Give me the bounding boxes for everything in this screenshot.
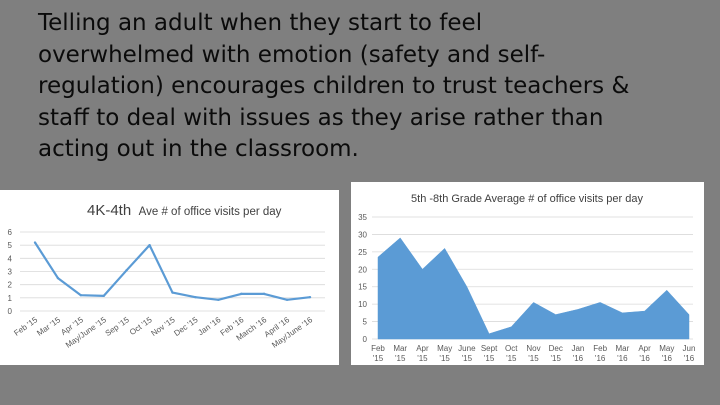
chart-panel-4k-4th: 4K-4th Ave # of office visits per day 0 1…: [0, 190, 339, 365]
x-tick-label-year: '16: [684, 354, 695, 363]
data-point: [79, 294, 83, 297]
x-tick-label-year: '15: [417, 354, 428, 363]
data-point: [33, 241, 37, 244]
y-tick-label: 20: [358, 265, 367, 274]
data-point: [148, 243, 151, 247]
x-tick-label-year: '15: [395, 354, 406, 363]
x-tick-label-month: June: [458, 344, 476, 353]
data-point: [194, 295, 197, 299]
x-tick-label-year: '16: [573, 354, 584, 363]
x-tick-label-month: Feb: [371, 344, 385, 353]
x-tick-label-month: May: [659, 344, 674, 353]
x-tick-label: Jan '16: [196, 315, 223, 337]
y-tick-label: 2: [8, 281, 13, 290]
y-tick-label: 6: [8, 228, 13, 237]
x-tick-label-year: '15: [506, 354, 517, 363]
x-tick-label-month: Jun: [683, 344, 696, 353]
y-tick-label: 0: [363, 335, 368, 344]
y-tick-label: 10: [358, 300, 367, 309]
heading-line-1: Telling an adult when they start to feel: [38, 10, 483, 36]
x-tick-label-year: '16: [662, 354, 673, 363]
slide-heading: Telling an adult when they start to feel…: [38, 8, 708, 166]
x-tick-label-month: Apr: [638, 344, 651, 353]
y-tick-label: 5: [8, 241, 13, 250]
x-tick-label: Feb '15: [12, 315, 39, 338]
x-tick-label: Oct '15: [128, 315, 154, 337]
x-tick-label-year: '15: [462, 354, 473, 363]
x-tick-label-month: Feb: [593, 344, 607, 353]
chart-title: 5th -8th Grade Average # of office visit…: [411, 193, 643, 205]
x-tick-label: Sep '15: [104, 315, 132, 338]
chart-panel-5th-8th: 5th -8th Grade Average # of office visit…: [351, 182, 704, 365]
y-tick-label: 0: [8, 307, 13, 316]
x-tick-label-month: Jan: [571, 344, 584, 353]
y-tick-label: 5: [363, 318, 368, 327]
y-tick-label: 15: [358, 283, 367, 292]
x-tick-label-month: May: [437, 344, 452, 353]
series-area: [377, 237, 690, 340]
line-chart-4k-4th: 4K-4th Ave # of office visits per day 0 1…: [8, 202, 325, 350]
heading-line-5: acting out in the classroom.: [38, 136, 359, 162]
data-point: [240, 292, 243, 296]
x-tick-label-year: '15: [439, 354, 450, 363]
data-point: [102, 294, 105, 298]
data-point: [125, 268, 128, 272]
data-point: [308, 295, 312, 299]
data-point: [56, 276, 60, 280]
y-tick-label: 1: [8, 294, 13, 303]
svg-text:4K-4th Ave # of office v: 4K-4th Ave # of office visits per day: [87, 202, 282, 219]
x-tick-label-year: '15: [528, 354, 539, 363]
y-tick-label: 4: [8, 254, 13, 263]
x-tick-label-month: Mar: [615, 344, 629, 353]
x-tick-label-year: '15: [373, 354, 384, 363]
data-point: [285, 298, 289, 302]
x-tick-label-year: '16: [639, 354, 650, 363]
x-tick-label-year: '15: [484, 354, 495, 363]
x-tick-label: Dec '15: [172, 315, 200, 338]
area-chart-5th-8th: 5th -8th Grade Average # of office visit…: [358, 193, 696, 363]
y-tick-label: 35: [358, 213, 367, 222]
data-point: [171, 291, 174, 294]
x-tick-label-month: Sept: [481, 344, 498, 353]
x-tick-label: Mar '15: [35, 315, 62, 338]
y-tick-label: 25: [358, 248, 367, 257]
chart-title-prefix: 4K-4th: [87, 202, 131, 219]
heading-line-4: staff to deal with issues as they arise …: [38, 104, 604, 131]
heading-line-3: regulation) encourages children to trust…: [38, 73, 630, 99]
x-tick-label-month: Mar: [393, 344, 407, 353]
y-tick-label: 30: [358, 230, 367, 239]
x-tick-label: Nov '15: [149, 315, 177, 338]
x-tick-label-month: Oct: [505, 344, 518, 353]
y-tick-label: 3: [8, 268, 13, 277]
x-tick-label-year: '16: [617, 354, 628, 363]
x-tick-label-month: Dec: [549, 344, 563, 353]
x-tick-label-month: Apr: [416, 344, 429, 353]
data-point: [217, 298, 220, 302]
chart-title: Ave # of office visits per day: [139, 206, 282, 218]
x-tick-label-year: '16: [595, 354, 606, 363]
heading-line-2: overwhelmed with emotion (safety and sel…: [38, 41, 546, 68]
x-tick-label-year: '15: [550, 354, 561, 363]
x-tick-label-month: Nov: [526, 344, 540, 353]
data-point: [262, 292, 266, 296]
